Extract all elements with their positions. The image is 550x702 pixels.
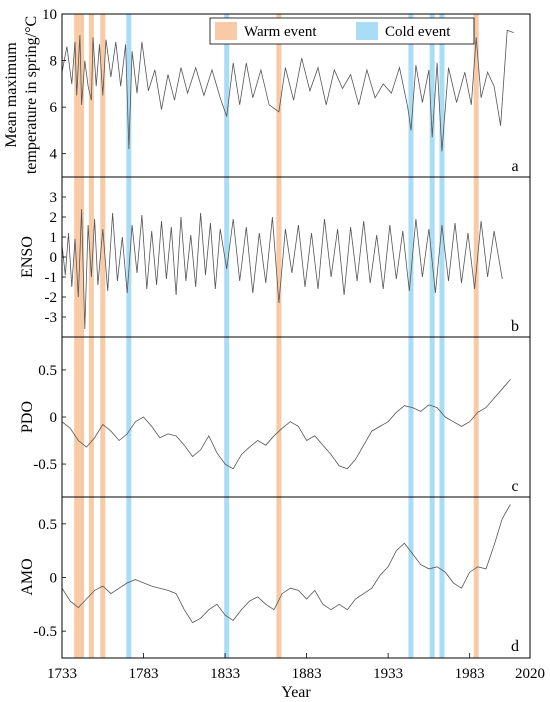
cold-event-band [126,14,132,658]
y-tick-label: 10 [42,7,57,23]
cold-event-swatch [356,22,378,40]
y-tick-label: 4 [50,147,58,163]
warm-event-band [100,14,106,658]
y-tick-label: 0 [50,571,58,587]
y-tick-label: -0.5 [33,457,57,473]
panel-c-letter: c [511,478,518,495]
panel-a-ylabel-line1: Mean maximum [3,42,20,148]
series-line-panel-b [61,208,503,330]
y-tick-label: 2 [50,210,58,226]
panel-d-ylabel: AMO [19,558,36,595]
cold-event-label: Cold event [385,24,451,40]
warm-event-band [276,14,282,658]
legend-box [209,17,475,45]
x-tick-label: 1983 [455,666,485,682]
series-line-panel-d [61,504,511,624]
series-line-panel-a [61,29,514,152]
y-tick-label: -2 [45,290,58,306]
y-tick-label: 3 [50,190,58,206]
x-tick-label: 1883 [292,666,322,682]
series-lines [61,29,514,624]
panel-a-ylabel-line2: temperature in spring/°C [23,16,40,174]
panel-b-ylabel: ENSO [19,236,36,278]
panel-a-letter: a [511,158,518,175]
cold-event-band [439,14,445,658]
cold-event-band [408,14,414,658]
cold-event-band [429,14,435,658]
y-tick-label: 0.5 [38,363,57,379]
y-tick-label: -0.5 [33,624,57,640]
x-tick-label: 1933 [373,666,403,682]
warm-event-swatch [215,22,237,40]
y-tick-label: 8 [50,54,58,70]
panel-c-ylabel: PDO [19,401,36,433]
y-tick-label: 0.5 [38,517,57,533]
y-tick-label: 6 [50,100,58,116]
warm-event-band [88,14,94,658]
x-tick-label: 1733 [47,666,77,682]
y-tick-label: 0 [50,250,58,266]
panel-d-letter: d [511,638,519,655]
series-line-panel-c [61,379,511,470]
event-bands [74,14,479,658]
y-tick-label: 1 [50,230,58,246]
x-ticks: 1733 1783 1833 1883 1933 1983 2020 [47,653,545,682]
legend: Warm event Cold event [209,17,475,45]
x-axis-title: Year [281,684,311,701]
warm-event-band [473,14,479,658]
y-tick-label: -3 [45,310,58,326]
warm-event-band [79,14,85,658]
x-tick-label: 1783 [129,666,159,682]
cold-event-band [224,14,230,658]
plot-frame [61,13,531,659]
panel-b-letter: b [511,318,519,335]
warm-event-label: Warm event [244,24,317,40]
y-tick-label: -1 [45,270,58,286]
x-tick-label: 1833 [210,666,240,682]
y-tick-label: 0 [50,410,58,426]
x-tick-label: 2020 [515,666,545,682]
warm-event-band [74,14,80,658]
